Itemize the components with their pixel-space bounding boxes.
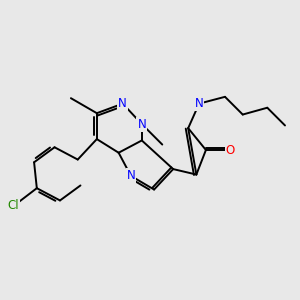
- Text: N: N: [127, 169, 135, 182]
- Text: N: N: [118, 97, 127, 110]
- Text: Cl: Cl: [8, 200, 20, 212]
- Text: N: N: [195, 97, 203, 110]
- Text: N: N: [137, 118, 146, 130]
- Text: O: O: [226, 143, 235, 157]
